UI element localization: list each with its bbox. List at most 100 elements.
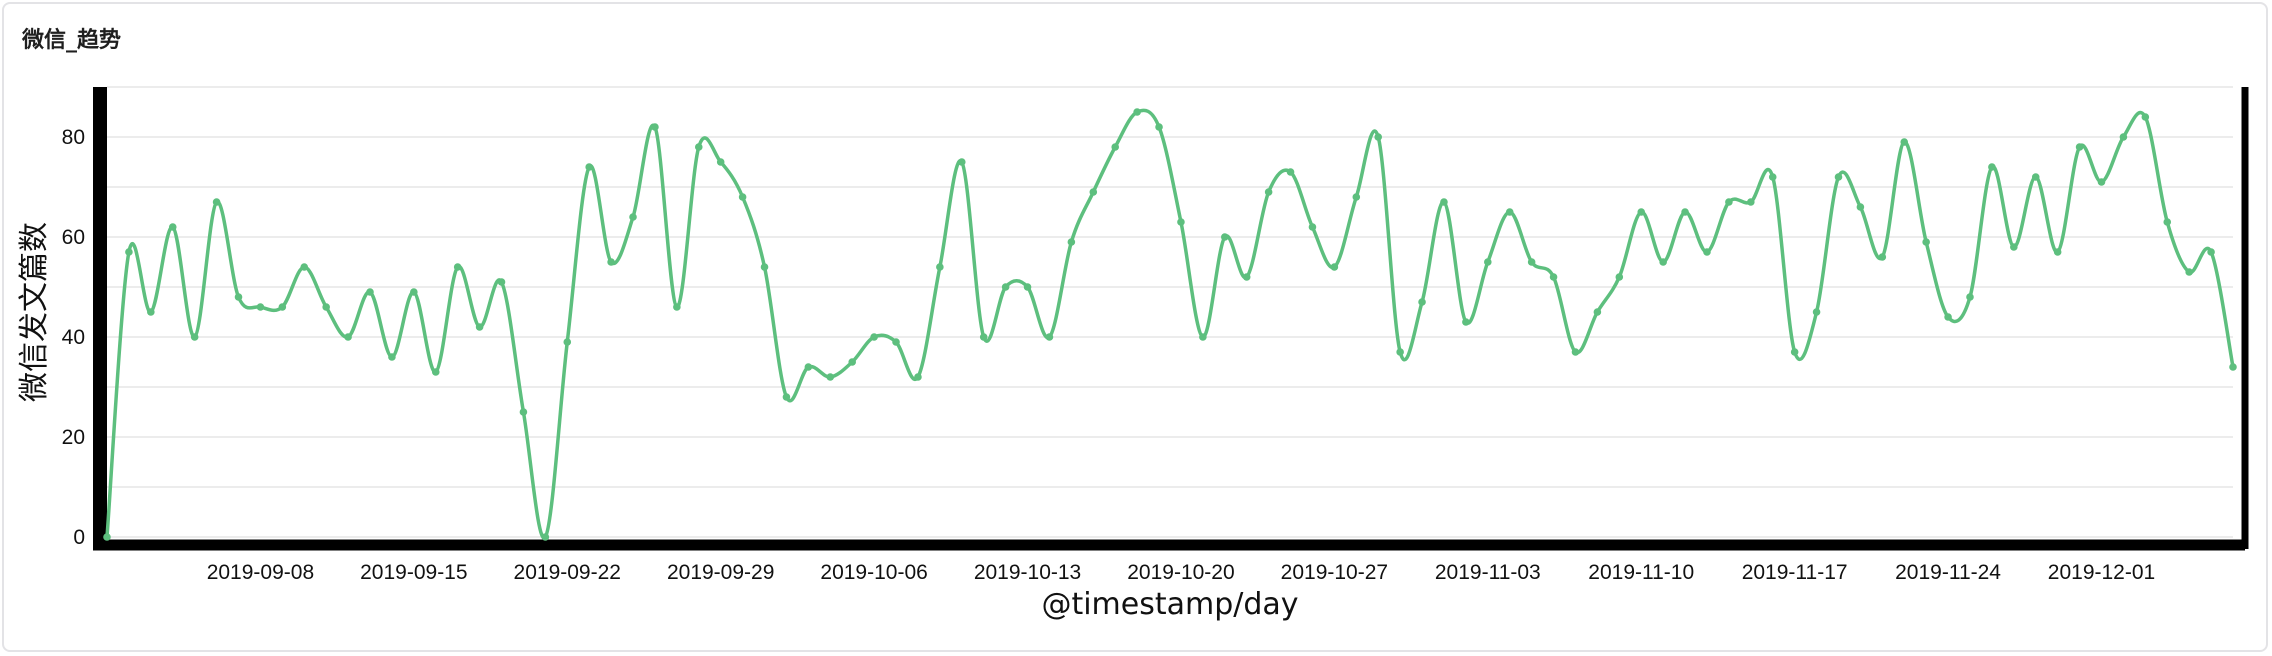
x-tick-label: 2019-10-13 bbox=[974, 561, 1081, 584]
data-point bbox=[1549, 273, 1558, 281]
data-point bbox=[168, 223, 177, 231]
x-tick-label: 2019-11-10 bbox=[1588, 561, 1694, 584]
data-point bbox=[804, 363, 813, 371]
data-point bbox=[1264, 188, 1273, 196]
data-point bbox=[1242, 273, 1251, 281]
data-point bbox=[1856, 203, 1865, 211]
data-point bbox=[1462, 318, 1470, 326]
data-point bbox=[234, 293, 243, 301]
data-point bbox=[2075, 143, 2084, 151]
x-tick-label: 2019-11-17 bbox=[1742, 561, 1848, 584]
x-tick-label: 2019-12-01 bbox=[2048, 561, 2155, 584]
y-tick-label: 80 bbox=[62, 126, 85, 149]
x-tick-label: 2019-09-29 bbox=[667, 561, 774, 584]
data-point bbox=[1308, 223, 1317, 231]
data-point bbox=[475, 323, 484, 331]
data-point bbox=[1703, 248, 1711, 256]
data-point bbox=[1527, 258, 1536, 266]
data-point bbox=[256, 303, 265, 311]
data-point bbox=[2163, 218, 2172, 226]
data-point bbox=[1747, 198, 1755, 206]
data-point bbox=[1790, 348, 1799, 356]
data-point bbox=[366, 288, 374, 296]
data-point bbox=[738, 193, 747, 201]
data-point bbox=[2097, 178, 2106, 186]
data-point bbox=[2207, 248, 2215, 256]
data-point bbox=[585, 163, 593, 171]
data-point bbox=[1440, 198, 1448, 206]
data-point bbox=[1396, 348, 1404, 356]
data-point bbox=[1352, 193, 1361, 201]
data-point bbox=[2141, 113, 2150, 121]
data-point bbox=[1045, 333, 1054, 341]
data-point bbox=[1637, 208, 1646, 216]
data-point bbox=[2053, 248, 2062, 256]
data-point bbox=[300, 263, 309, 271]
data-point bbox=[892, 338, 900, 346]
x-tick-label: 2019-10-27 bbox=[1281, 561, 1388, 584]
data-point bbox=[1155, 123, 1163, 131]
data-point bbox=[1111, 143, 1120, 151]
data-point bbox=[453, 263, 462, 271]
data-point bbox=[1330, 263, 1339, 271]
y-tick-labels: 0 20 40 60 80 bbox=[62, 126, 85, 549]
x-tick-label: 2019-10-06 bbox=[820, 561, 927, 584]
data-point bbox=[1615, 273, 1624, 281]
data-point bbox=[1681, 208, 1689, 216]
data-point bbox=[1768, 173, 1777, 181]
data-point bbox=[782, 393, 791, 401]
data-point bbox=[607, 258, 615, 266]
x-tick-label: 2019-09-15 bbox=[360, 561, 467, 584]
data-point bbox=[344, 333, 352, 341]
data-point bbox=[1001, 283, 1010, 291]
grid-lines bbox=[107, 86, 2233, 538]
data-point bbox=[760, 263, 769, 271]
data-point bbox=[2229, 363, 2237, 371]
y-tick-label: 60 bbox=[62, 226, 85, 249]
data-point bbox=[1286, 168, 1295, 176]
data-point bbox=[673, 303, 681, 311]
data-point bbox=[936, 263, 944, 271]
axes bbox=[93, 87, 2249, 551]
x-axis-title: @timestamp/day bbox=[1041, 587, 1298, 622]
data-point bbox=[322, 303, 330, 311]
data-point bbox=[979, 333, 988, 341]
data-point bbox=[388, 353, 396, 361]
data-point bbox=[125, 248, 133, 256]
data-point bbox=[1484, 258, 1492, 266]
x-tick-label: 2019-11-03 bbox=[1435, 561, 1541, 584]
data-point bbox=[1812, 308, 1821, 316]
x-tick-label: 2019-10-20 bbox=[1127, 561, 1234, 584]
panel-title: 微信_趋势 bbox=[22, 28, 122, 53]
data-point bbox=[190, 333, 199, 341]
data-point bbox=[1659, 258, 1667, 266]
data-point bbox=[651, 123, 659, 131]
data-point bbox=[1505, 208, 1514, 216]
data-point bbox=[497, 278, 506, 286]
data-point bbox=[1878, 253, 1887, 261]
data-point bbox=[103, 533, 111, 541]
data-point bbox=[848, 358, 856, 366]
data-point bbox=[1593, 308, 1602, 316]
data-point bbox=[2031, 173, 2040, 181]
data-point bbox=[1944, 313, 1952, 321]
data-point bbox=[1089, 188, 1098, 196]
x-tick-label: 2019-11-24 bbox=[1895, 561, 2001, 584]
data-point bbox=[694, 143, 703, 151]
data-point bbox=[1725, 198, 1733, 206]
data-point bbox=[1374, 133, 1383, 141]
y-tick-label: 40 bbox=[62, 326, 85, 349]
data-point bbox=[1922, 238, 1930, 246]
data-point bbox=[1988, 163, 1996, 171]
data-point bbox=[278, 303, 287, 311]
data-point bbox=[1133, 108, 1141, 116]
data-point bbox=[914, 373, 922, 381]
data-point bbox=[1834, 173, 1843, 181]
data-point bbox=[870, 333, 878, 341]
y-tick-label: 0 bbox=[73, 526, 85, 549]
data-point bbox=[629, 213, 637, 221]
data-point bbox=[2119, 133, 2128, 141]
data-point bbox=[1900, 138, 1909, 146]
series-line bbox=[105, 108, 2235, 540]
data-point bbox=[1966, 293, 1974, 301]
